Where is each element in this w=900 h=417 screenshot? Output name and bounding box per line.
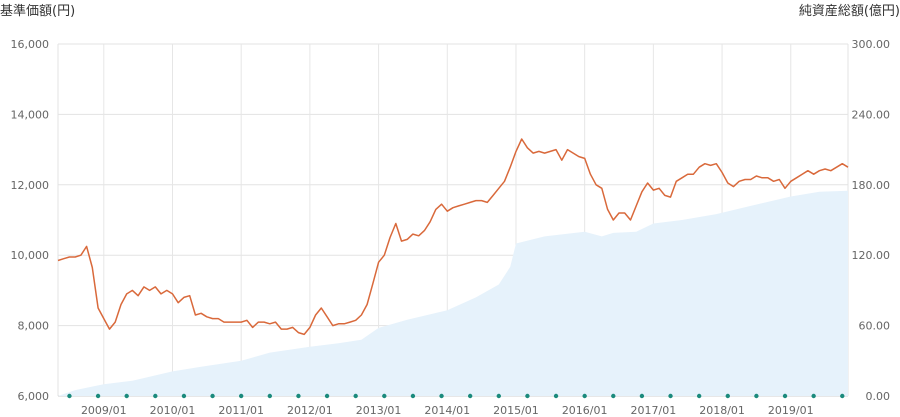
left-y-axis: 6,000 8,000 10,000 12,000 14,000 16,000	[11, 38, 50, 403]
distribution-marker	[553, 393, 559, 399]
right-axis-title: 純資産総額(億円)	[799, 3, 900, 19]
distribution-marker	[668, 393, 673, 399]
distribution-marker	[324, 393, 330, 399]
distribution-marker	[382, 393, 387, 399]
right-tick-label: 60.00	[859, 320, 891, 333]
distribution-marker	[124, 393, 129, 399]
distribution-marker	[267, 393, 273, 399]
nav-line	[57, 138, 849, 336]
distribution-marker	[496, 393, 501, 399]
right-tick-label: 180.00	[852, 179, 891, 192]
left-tick-label: 16,000	[11, 38, 50, 51]
net-assets-fill	[58, 190, 848, 396]
distribution-marker	[582, 393, 587, 399]
distribution-marker	[210, 393, 215, 399]
right-y-axis: 0.00 60.00 120.00 180.00 240.00 300.00	[852, 38, 891, 403]
left-tick-label: 12,000	[11, 179, 50, 192]
x-tick-label: 2010/01	[150, 404, 196, 417]
x-tick-label: 2015/01	[493, 404, 539, 417]
left-tick-label: 6,000	[18, 390, 50, 403]
x-axis: 2009/01 2010/01 2011/01 2012/01 2013/01 2014/…	[81, 404, 814, 417]
nav-line-path	[57, 138, 849, 336]
distribution-marker	[153, 393, 158, 399]
distribution-marker	[467, 393, 473, 399]
x-tick-label: 2013/01	[356, 404, 402, 417]
distribution-marker	[67, 393, 72, 399]
x-axis-markers	[67, 393, 845, 399]
distribution-marker	[696, 393, 702, 399]
distribution-marker	[725, 393, 730, 399]
right-tick-label: 120.00	[852, 249, 891, 262]
right-tick-label: 0.00	[866, 390, 891, 403]
x-tick-label: 2014/01	[424, 404, 470, 417]
x-tick-label: 2016/01	[562, 404, 608, 417]
distribution-marker	[353, 393, 358, 399]
distribution-marker	[840, 393, 845, 399]
x-tick-label: 2012/01	[287, 404, 333, 417]
distribution-marker	[611, 393, 616, 399]
left-tick-label: 10,000	[11, 249, 50, 262]
right-tick-label: 240.00	[852, 108, 891, 121]
distribution-marker	[181, 393, 187, 399]
x-tick-label: 2018/01	[699, 404, 745, 417]
left-tick-label: 8,000	[18, 320, 50, 333]
distribution-marker	[754, 393, 759, 399]
distribution-marker	[410, 393, 416, 399]
distribution-marker	[811, 393, 816, 399]
distribution-marker	[439, 393, 444, 399]
distribution-marker	[639, 393, 645, 399]
distribution-marker	[525, 393, 530, 399]
right-tick-label: 300.00	[852, 38, 891, 51]
x-tick-label: 2019/01	[768, 404, 814, 417]
left-axis-title: 基準価額(円)	[0, 3, 75, 19]
distribution-marker	[95, 393, 101, 399]
distribution-marker	[782, 393, 788, 399]
x-tick-label: 2011/01	[218, 404, 264, 417]
net-assets-area	[58, 190, 848, 396]
distribution-marker	[238, 393, 244, 399]
x-tick-label: 2009/01	[81, 404, 127, 417]
left-tick-label: 14,000	[11, 108, 50, 121]
x-tick-label: 2017/01	[631, 404, 677, 417]
distribution-marker	[296, 393, 301, 399]
